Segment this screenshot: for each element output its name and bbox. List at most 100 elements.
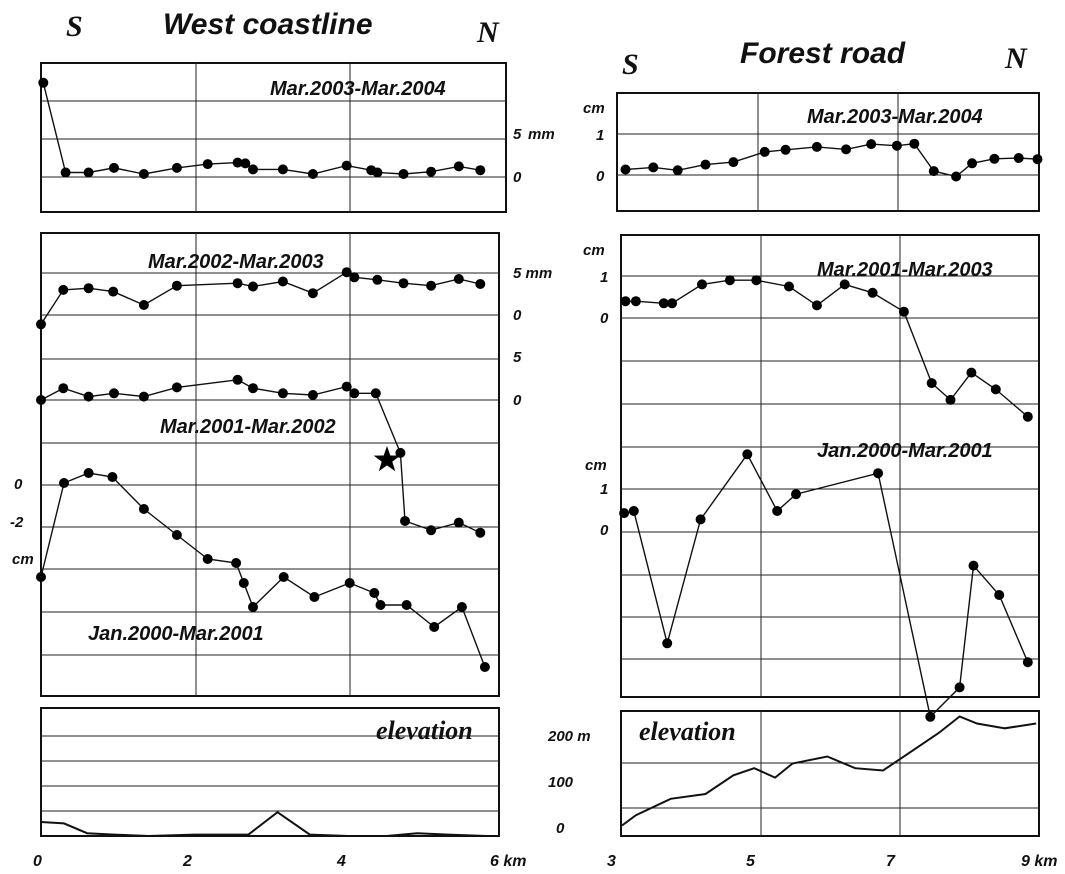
data-point — [1032, 154, 1043, 165]
data-point — [398, 278, 409, 289]
left-north-label: N — [476, 16, 500, 49]
right-elevation-frame — [620, 710, 1040, 837]
data-point — [479, 662, 490, 672]
data-point — [341, 381, 352, 392]
data-point — [1022, 657, 1033, 668]
data-point — [667, 298, 678, 309]
data-point — [202, 554, 213, 564]
series-west-mar2003-mar2004 — [38, 77, 486, 179]
tick-label: 200 m — [547, 728, 591, 745]
data-point — [945, 394, 956, 405]
tick-label: cm — [585, 457, 607, 474]
data-point — [248, 164, 258, 175]
tick-label: 0 — [513, 307, 522, 324]
data-point — [456, 602, 467, 612]
data-point — [426, 525, 437, 536]
data-point — [171, 530, 182, 540]
series-line — [625, 279, 1029, 418]
data-point — [453, 274, 464, 284]
data-point — [1013, 153, 1024, 163]
data-point — [426, 280, 437, 291]
data-point — [966, 367, 977, 378]
data-point — [648, 162, 659, 173]
data-point — [277, 276, 288, 287]
data-point — [839, 279, 850, 290]
data-point — [401, 600, 412, 610]
tick-label: mm — [528, 126, 555, 143]
period-label-west-2000: Jan.2000-Mar.2001 — [88, 623, 264, 645]
series-forest-elevation — [621, 715, 1037, 827]
data-point — [898, 306, 909, 317]
data-point — [36, 319, 46, 330]
tick-label: 1 — [596, 127, 604, 144]
data-point — [307, 288, 318, 299]
data-point — [341, 160, 352, 171]
data-point — [772, 506, 783, 516]
right-middle-panel — [620, 234, 1040, 698]
data-point — [60, 167, 71, 178]
tick-label: 0 — [600, 522, 609, 539]
data-point — [453, 517, 464, 528]
elevation-label-west: elevation — [376, 716, 473, 745]
data-point — [372, 274, 383, 285]
data-point — [240, 158, 251, 169]
data-point — [759, 146, 770, 157]
data-point — [277, 388, 288, 399]
series-west-mar2001-mar2002 — [36, 374, 486, 538]
data-point — [278, 572, 289, 582]
tick-label: 5 — [513, 349, 522, 366]
data-point — [780, 144, 791, 155]
data-point — [83, 283, 94, 294]
data-point — [107, 472, 118, 482]
data-point — [662, 638, 673, 649]
data-point — [36, 572, 46, 582]
data-point — [475, 165, 486, 176]
data-point — [349, 388, 360, 399]
series-line — [621, 715, 1037, 827]
data-point — [724, 275, 735, 286]
data-point — [620, 296, 631, 307]
series-line — [40, 810, 487, 838]
data-point — [58, 284, 69, 295]
elevation-label-forest: elevation — [639, 717, 736, 746]
data-point — [619, 508, 630, 519]
tick-label: 1 — [600, 269, 608, 286]
tick-label: 0 — [513, 169, 522, 186]
x-tick-label: 0 — [33, 853, 42, 870]
data-point — [742, 449, 753, 460]
data-point — [928, 166, 939, 177]
period-label-forest-2001: Mar.2001-Mar.2003 — [817, 259, 993, 281]
data-point — [83, 391, 94, 402]
left-top-frame — [40, 62, 507, 213]
data-point — [307, 169, 318, 179]
data-point — [248, 602, 258, 612]
data-point — [628, 506, 639, 516]
x-tick-label: 7 — [886, 853, 896, 870]
tick-label: -2 — [10, 514, 24, 531]
data-point — [620, 164, 631, 175]
data-point — [59, 478, 69, 488]
data-point — [398, 169, 409, 179]
x-tick-label: 3 — [607, 853, 616, 870]
tick-label: 0 — [600, 310, 609, 327]
star-marker — [373, 446, 401, 472]
data-point — [171, 382, 182, 393]
tick-label: 0 — [556, 820, 565, 837]
data-point — [891, 140, 902, 151]
series-west-jan2000-mar2001 — [36, 468, 490, 672]
series-west-mar2002-mar2003 — [36, 267, 486, 330]
data-point — [811, 141, 822, 152]
data-point — [232, 157, 243, 168]
series-forest-mar2003-mar2004 — [620, 138, 1043, 182]
data-point — [349, 272, 360, 283]
left-elevation-panel — [40, 707, 500, 837]
data-point — [426, 166, 437, 177]
x-tick-label: 4 — [336, 853, 346, 870]
series-forest-mar2001-mar2003 — [620, 275, 1033, 422]
data-point — [968, 560, 979, 571]
right-top-panel — [616, 92, 1040, 212]
right-top-frame — [616, 92, 1040, 212]
data-point — [375, 600, 386, 610]
series-line — [40, 379, 481, 534]
